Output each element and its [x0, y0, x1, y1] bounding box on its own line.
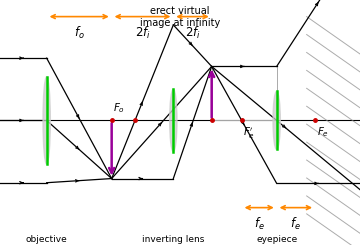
- Text: $2f_i$: $2f_i$: [185, 25, 201, 41]
- Text: $f_e$: $f_e$: [254, 216, 265, 232]
- Text: $2f_i$: $2f_i$: [135, 25, 150, 41]
- Text: $F_e$: $F_e$: [317, 126, 329, 139]
- Ellipse shape: [273, 91, 280, 149]
- Text: objective: objective: [26, 235, 68, 244]
- Text: eyepiece: eyepiece: [256, 235, 297, 244]
- Text: $F_e'$: $F_e'$: [243, 126, 256, 141]
- Text: erect virtual
image at infinity: erect virtual image at infinity: [140, 6, 220, 28]
- Text: $f_e$: $f_e$: [291, 216, 301, 232]
- Ellipse shape: [43, 77, 50, 164]
- Text: $F_o$: $F_o$: [113, 101, 125, 115]
- Text: inverting lens: inverting lens: [142, 235, 204, 244]
- Ellipse shape: [170, 89, 177, 152]
- Text: $f_o$: $f_o$: [74, 25, 85, 41]
